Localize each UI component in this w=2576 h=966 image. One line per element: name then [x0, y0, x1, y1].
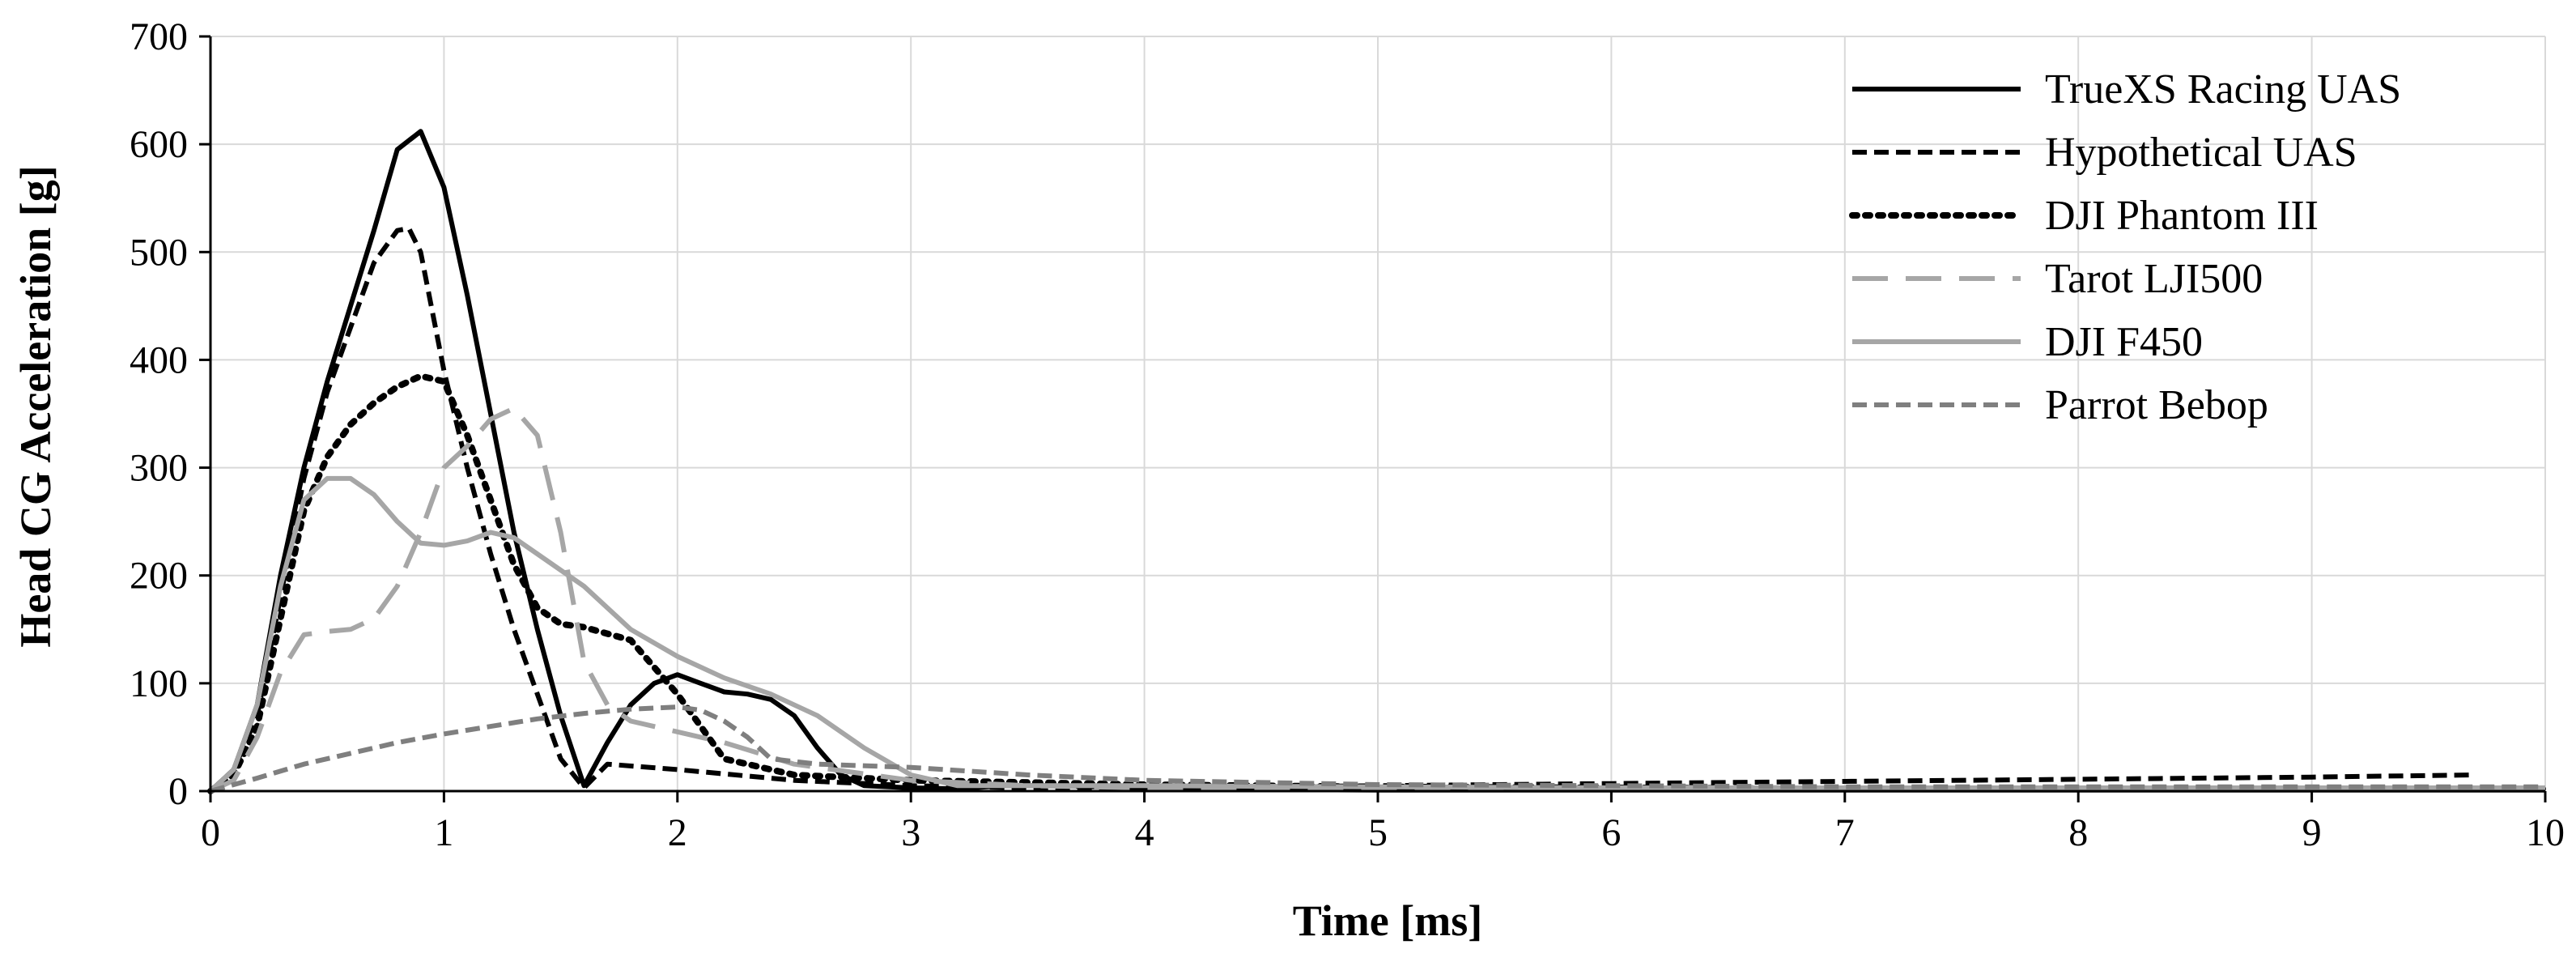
y-tick-label: 700 [130, 15, 188, 58]
legend-label: Hypothetical UAS [2045, 130, 2357, 176]
y-axis-title: Head CG Acceleration [g] [11, 165, 60, 647]
x-tick-label: 3 [901, 811, 920, 854]
y-tick-label: 300 [130, 447, 188, 490]
legend-label: Tarot LJI500 [2045, 256, 2263, 302]
x-axis-title: Time [ms] [1293, 896, 1482, 945]
y-tick-label: 200 [130, 555, 188, 598]
y-tick-label: 100 [130, 662, 188, 705]
legend-label: TrueXS Racing UAS [2045, 66, 2401, 113]
legend-label: DJI F450 [2045, 319, 2203, 365]
series-line [210, 704, 2545, 794]
legend-label: DJI Phantom III [2045, 193, 2319, 239]
x-tick-label: 2 [668, 811, 687, 854]
y-tick-label: 600 [130, 123, 188, 166]
series-line [208, 475, 2545, 794]
x-tick-label: 0 [201, 811, 220, 854]
x-tick-label: 1 [434, 811, 453, 854]
y-tick-label: 400 [130, 338, 188, 381]
x-tick-label: 7 [1835, 811, 1855, 854]
x-tick-label: 6 [1601, 811, 1621, 854]
y-tick-label: 0 [168, 770, 188, 813]
legend: TrueXS Racing UAS Hypothetical UAS DJI Pha… [1849, 66, 2401, 428]
tick-labels: 0 100 200 300 400 500 600 700 0 1 2 3 4 5 6 7 8 9 10 [130, 15, 2565, 854]
series-lines [207, 129, 2548, 794]
x-tick-label: 8 [2068, 811, 2088, 854]
y-tick-label: 500 [130, 231, 188, 274]
x-tick-label: 10 [2526, 811, 2565, 854]
axes [199, 35, 2547, 802]
legend-label: Parrot Bebop [2045, 382, 2268, 428]
x-tick-label: 9 [2302, 811, 2322, 854]
x-tick-label: 4 [1135, 811, 1154, 854]
gridlines [210, 36, 2546, 791]
x-tick-label: 5 [1368, 811, 1388, 854]
